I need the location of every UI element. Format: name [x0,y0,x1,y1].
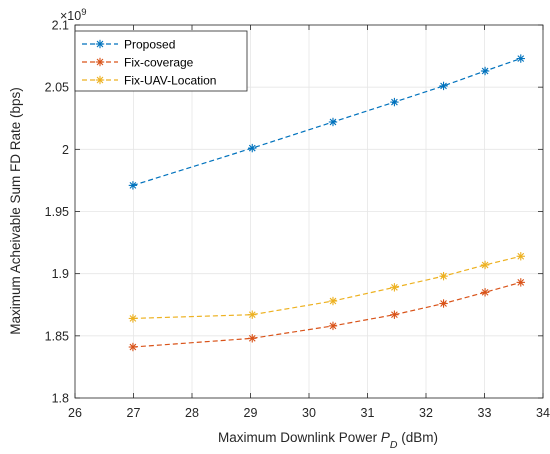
data-point [328,321,338,331]
legend-box [74,30,248,92]
series-fix-uav-location [128,252,525,323]
x-axis-label-symbol: P [381,430,390,445]
series-proposed [128,54,525,190]
data-point [439,299,448,308]
data-point [439,271,448,281]
data-point [390,97,399,107]
y-axis-label: Maximum Acheivable Sum FD Rate (bps) [8,87,23,335]
y-tick-label: 1.95 [45,205,69,219]
x-axis-label-unit: (dBm) [401,430,438,445]
x-tick-label: 26 [68,406,82,420]
y-tick-label: 1.9 [52,267,69,281]
legend-label: Fix-UAV-Location [124,74,216,88]
data-point [128,342,138,352]
y-tick-label: 2.05 [45,81,69,95]
data-point [128,181,138,190]
data-point [516,252,525,261]
y-exponent-power: 9 [81,7,86,18]
legend-marker [95,57,105,67]
x-axis-label-text: Maximum Downlink Power [218,430,378,445]
data-point [248,310,257,319]
x-tick-label: 34 [536,406,550,420]
legend-entry-fix-uav-location: Fix-UAV-Location [82,74,216,88]
data-point [328,296,338,306]
legend-label: Fix-coverage [124,56,194,70]
data-point [128,314,138,323]
y-axis-exponent: ×109 [60,7,87,24]
y-tick-label: 2 [62,143,69,157]
legend-entry-fix-coverage: Fix-coverage [82,56,194,70]
legend-entry-proposed: Proposed [82,38,175,52]
axis-ticks: 26 27 28 29 30 31 32 33 34 1.8 1.85 1.9 1.95 2 2.05 2.1 [45,19,550,421]
data-point [516,54,525,63]
data-point [390,310,399,319]
x-axis-label-subscript: D [390,439,398,451]
data-point [248,334,257,343]
x-tick-label: 30 [302,406,316,420]
data-point [328,117,338,127]
data-point [480,288,490,297]
x-tick-label: 27 [127,406,141,420]
y-exponent-base: ×10 [60,9,81,23]
x-axis-label: Maximum Downlink Power PD (dBm) [218,430,438,451]
data-point [439,81,448,91]
x-tick-label: 28 [185,406,199,420]
y-tick-label: 1.8 [52,392,69,406]
x-tick-label: 29 [244,406,258,420]
legend: Proposed Fix-coverage Fix-UAV-Location [74,30,248,92]
legend-marker [95,75,105,85]
legend-marker [95,39,105,49]
x-tick-label: 33 [478,406,492,420]
y-tick-label: 2.1 [52,19,69,33]
data-point [480,260,490,270]
legend-label: Proposed [124,38,175,52]
series-layer [128,54,525,352]
data-point [516,278,525,287]
x-tick-label: 31 [361,406,375,420]
data-point [390,283,399,292]
data-point [480,66,490,76]
x-tick-label: 32 [419,406,433,420]
series-fix-coverage [128,278,525,352]
y-tick-label: 1.85 [45,329,69,343]
data-point [248,143,257,153]
